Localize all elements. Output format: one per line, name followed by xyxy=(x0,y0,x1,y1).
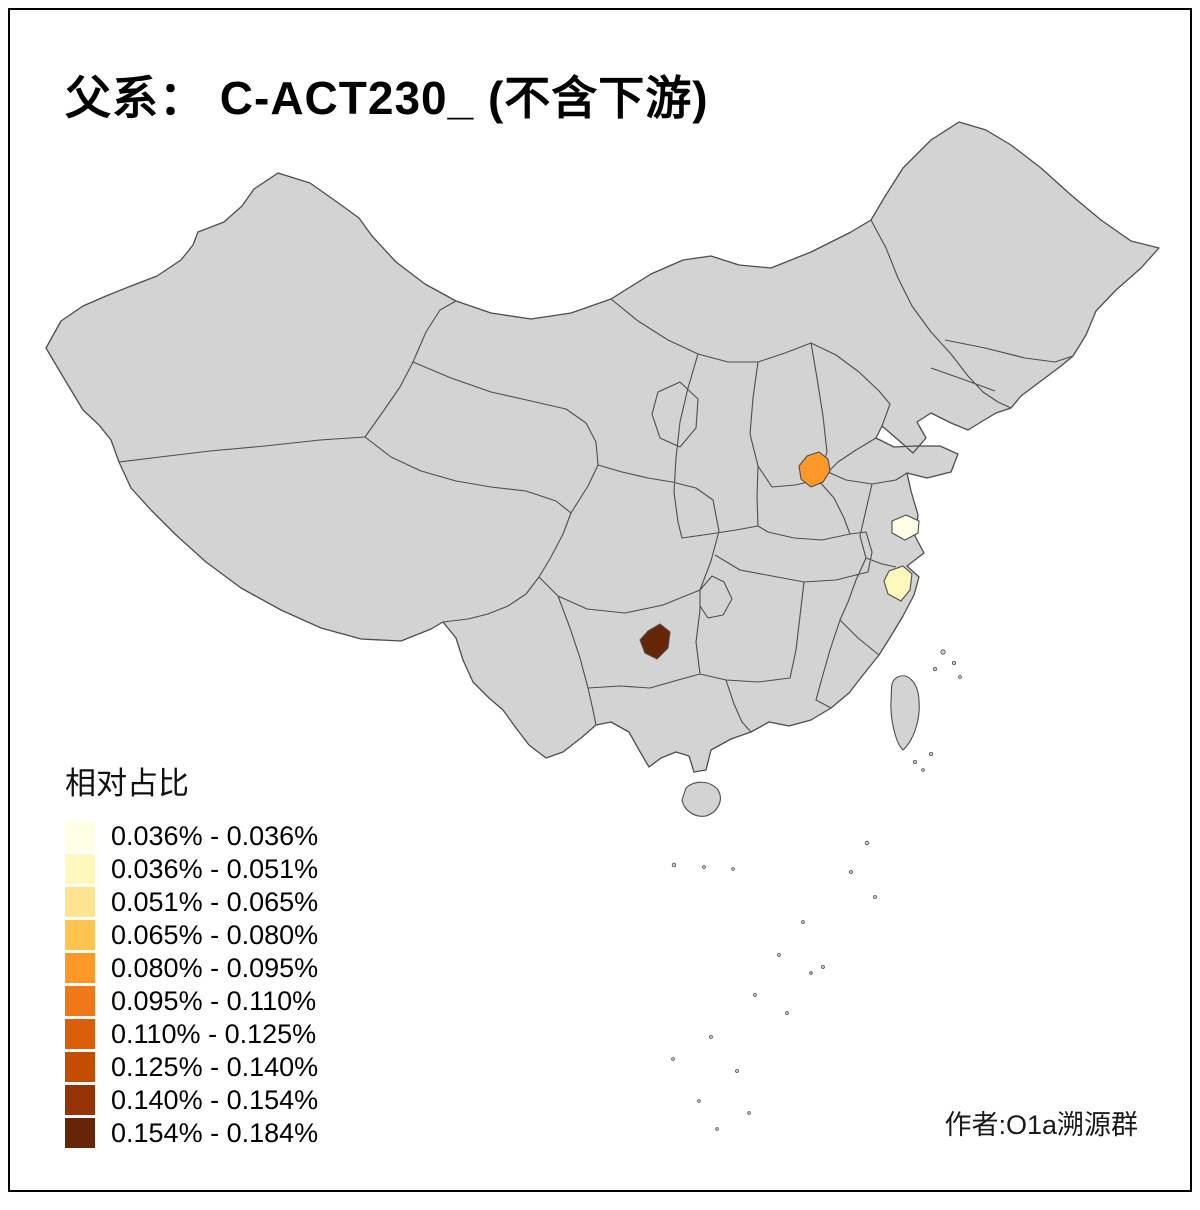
legend-title: 相对占比 xyxy=(65,758,318,803)
legend-item: 0.036% - 0.036% xyxy=(65,821,318,851)
legend-swatch xyxy=(65,1052,95,1082)
legend-label: 0.095% - 0.110% xyxy=(95,986,316,1017)
legend-label: 0.154% - 0.184% xyxy=(95,1118,318,1149)
taiwan-island xyxy=(891,676,919,750)
legend: 相对占比 0.036% - 0.036%0.036% - 0.051%0.051… xyxy=(65,758,318,1151)
legend-items: 0.036% - 0.036%0.036% - 0.051%0.051% - 0… xyxy=(65,821,318,1148)
legend-swatch xyxy=(65,1019,95,1049)
legend-item: 0.051% - 0.065% xyxy=(65,887,318,917)
legend-item: 0.080% - 0.095% xyxy=(65,953,318,983)
legend-swatch xyxy=(65,887,95,917)
legend-label: 0.051% - 0.065% xyxy=(95,887,318,918)
legend-item: 0.065% - 0.080% xyxy=(65,920,318,950)
legend-label: 0.036% - 0.051% xyxy=(95,854,318,885)
legend-label: 0.110% - 0.125% xyxy=(95,1019,316,1050)
legend-swatch xyxy=(65,953,95,983)
mainland-outline xyxy=(46,122,1159,772)
legend-item: 0.095% - 0.110% xyxy=(65,986,318,1016)
legend-swatch xyxy=(65,1118,95,1148)
legend-label: 0.036% - 0.036% xyxy=(95,821,318,852)
legend-item: 0.110% - 0.125% xyxy=(65,1019,318,1049)
figure-frame: 父系： C-ACT230_ (不含下游) xyxy=(8,8,1192,1192)
legend-swatch xyxy=(65,854,95,884)
legend-item: 0.125% - 0.140% xyxy=(65,1052,318,1082)
legend-item: 0.036% - 0.051% xyxy=(65,854,318,884)
attribution: 作者:O1a溯源群 xyxy=(944,1103,1138,1142)
legend-item: 0.140% - 0.154% xyxy=(65,1085,318,1115)
legend-swatch xyxy=(65,986,95,1016)
legend-label: 0.125% - 0.140% xyxy=(95,1052,318,1083)
legend-swatch xyxy=(65,821,95,851)
legend-label: 0.140% - 0.154% xyxy=(95,1085,318,1116)
legend-item: 0.154% - 0.184% xyxy=(65,1118,318,1148)
legend-label: 0.080% - 0.095% xyxy=(95,953,318,984)
legend-swatch xyxy=(65,1085,95,1115)
hainan-island xyxy=(682,782,720,816)
page-title: 父系： C-ACT230_ (不含下游) xyxy=(65,62,709,128)
legend-swatch xyxy=(65,920,95,950)
legend-label: 0.065% - 0.080% xyxy=(95,920,318,951)
